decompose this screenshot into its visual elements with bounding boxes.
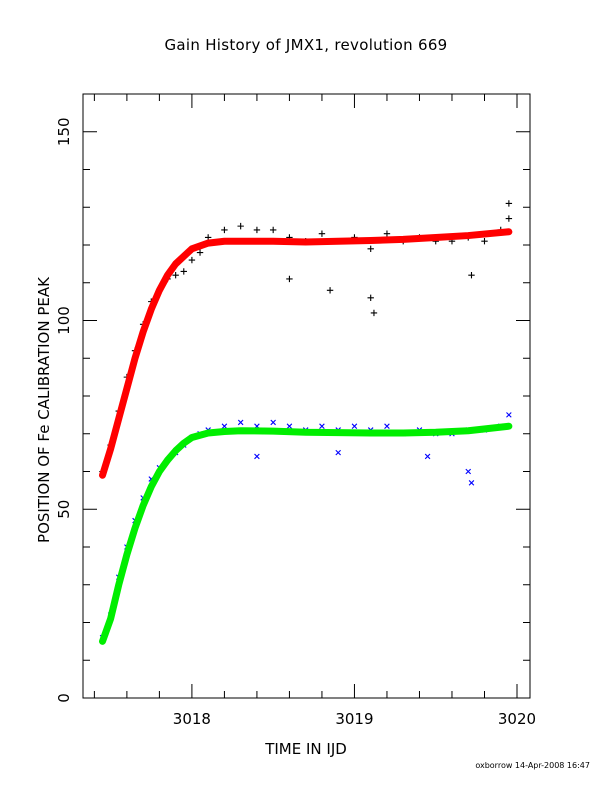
series-1-point — [172, 272, 179, 279]
series-1-point — [286, 275, 293, 283]
x-tick-label: 3018 — [173, 710, 211, 728]
chart-title: Gain History of JMX1, revolution 669 — [164, 36, 448, 54]
series-1-point — [196, 249, 204, 256]
x-axis-label: TIME IN IJD — [265, 740, 347, 758]
series-3-point — [254, 453, 260, 460]
series-1-point — [505, 215, 513, 222]
x-tick-label: 3020 — [498, 710, 536, 728]
y-tick-label: 150 — [55, 117, 73, 146]
series-3-point — [286, 423, 293, 429]
series-3-point — [335, 449, 341, 456]
series-2-fit-line — [99, 228, 513, 479]
series-1-point — [253, 226, 261, 234]
series-1-point — [204, 234, 212, 241]
y-axis-label: POSITION OF Fe CALIBRATION PEAK — [35, 277, 53, 543]
y-tick-label: 100 — [55, 306, 73, 335]
series-1-point — [481, 238, 488, 245]
series-1-point — [367, 245, 374, 252]
y-tick-label: 50 — [55, 500, 73, 519]
series-3-point — [506, 412, 512, 418]
series-3-point — [424, 453, 431, 460]
series-3-point — [465, 468, 472, 475]
series-3-point — [221, 423, 228, 429]
series-3-point — [351, 423, 358, 429]
series-3-point — [270, 419, 276, 426]
y-tick-label: 0 — [55, 693, 73, 703]
series-1-point — [237, 222, 244, 230]
series-1-point — [505, 200, 513, 207]
series-1-point — [221, 226, 228, 234]
series-1-point — [188, 256, 196, 264]
series-1-point — [370, 309, 378, 317]
footer-credit: oxborrow 14-Apr-2008 16:47 — [475, 761, 590, 770]
series-1-point — [180, 268, 187, 275]
series-1-point — [326, 287, 334, 294]
series-3-point — [468, 480, 475, 486]
series-1-point — [318, 230, 326, 237]
series-3-point — [237, 419, 244, 426]
series-1-point — [383, 230, 391, 237]
plot-frame — [82, 93, 531, 699]
series-3-point — [319, 423, 325, 429]
series-3-point — [384, 423, 390, 429]
series-1-point — [269, 226, 277, 234]
series-1-point — [367, 294, 374, 302]
series-1-point — [468, 272, 475, 279]
series-4-fit-line — [99, 422, 513, 645]
x-tick-label: 3019 — [335, 710, 373, 728]
